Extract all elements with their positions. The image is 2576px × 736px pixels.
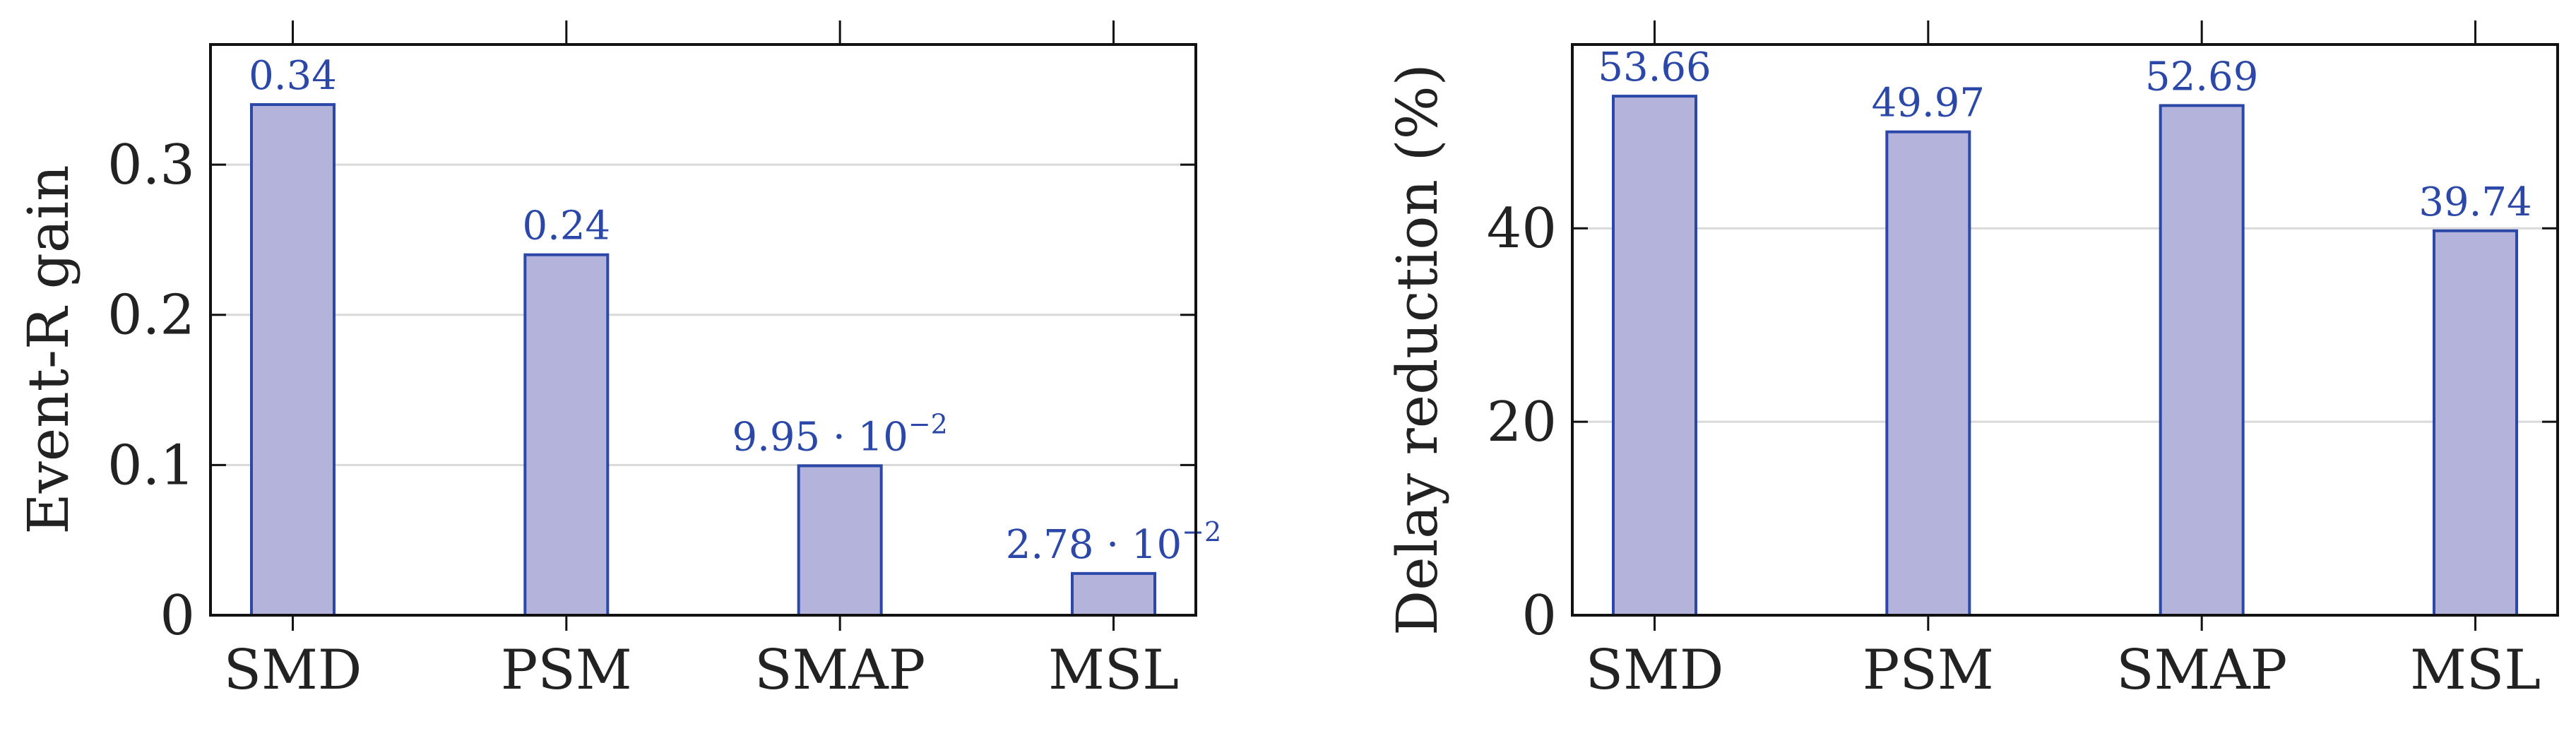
y-tick-label: 0 <box>160 584 195 648</box>
y-tick-label: 0 <box>1521 584 1557 648</box>
chart-1: 0 0.1 0.2 0.3 0.34 SMD 0.24 PSM 9.95 · 10−2 SMAP 2… <box>16 20 1221 702</box>
x-tick-label-psm: PSM <box>1863 639 1994 702</box>
bar-smd <box>1612 95 1697 617</box>
data-label-smd: 53.66 <box>1598 44 1711 90</box>
data-label-psm: 0.24 <box>522 203 610 249</box>
data-label-smap: 9.95 · 10−2 <box>732 408 947 460</box>
data-label-smap: 52.69 <box>2145 54 2258 100</box>
x-tick-label-psm: PSM <box>501 639 632 702</box>
bar-smap <box>2159 104 2245 617</box>
data-label-msl: 2.78 · 10−2 <box>1006 516 1221 568</box>
bar-psm <box>1885 130 1971 617</box>
bar-msl <box>2433 229 2518 617</box>
chart-2: 0 20 40 53.66 SMD 49.97 PSM 52.69 SMAP 39.74 MSL De… <box>1384 20 2559 702</box>
bar-smd <box>250 103 336 617</box>
data-label-msl: 39.74 <box>2418 179 2532 225</box>
y-tick-label: 0.2 <box>107 284 195 348</box>
data-label-smd: 0.34 <box>249 53 337 99</box>
y-tick-label: 20 <box>1487 391 1557 454</box>
plot-frame <box>1571 43 2559 617</box>
y-tick-label: 40 <box>1487 197 1557 261</box>
y-tick-label: 0.3 <box>107 133 195 197</box>
y-tick-label: 0.1 <box>107 434 195 497</box>
data-label-psm: 49.97 <box>1872 81 1985 126</box>
x-tick-label-msl: MSL <box>1048 639 1179 702</box>
plot-frame <box>209 43 1197 617</box>
x-tick-label-msl: MSL <box>2410 639 2541 702</box>
bar-msl <box>1071 571 1156 617</box>
x-tick-label-smap: SMAP <box>754 639 925 702</box>
y-axis-title: Delay reduction (%) <box>1384 64 1450 636</box>
y-axis-title: Event-R gain <box>16 165 81 534</box>
bar-psm <box>523 253 610 617</box>
bar-smap <box>797 464 883 617</box>
x-tick-label-smd: SMD <box>224 639 362 702</box>
x-tick-label-smd: SMD <box>1586 639 1724 702</box>
x-tick-label-smap: SMAP <box>2116 639 2287 702</box>
